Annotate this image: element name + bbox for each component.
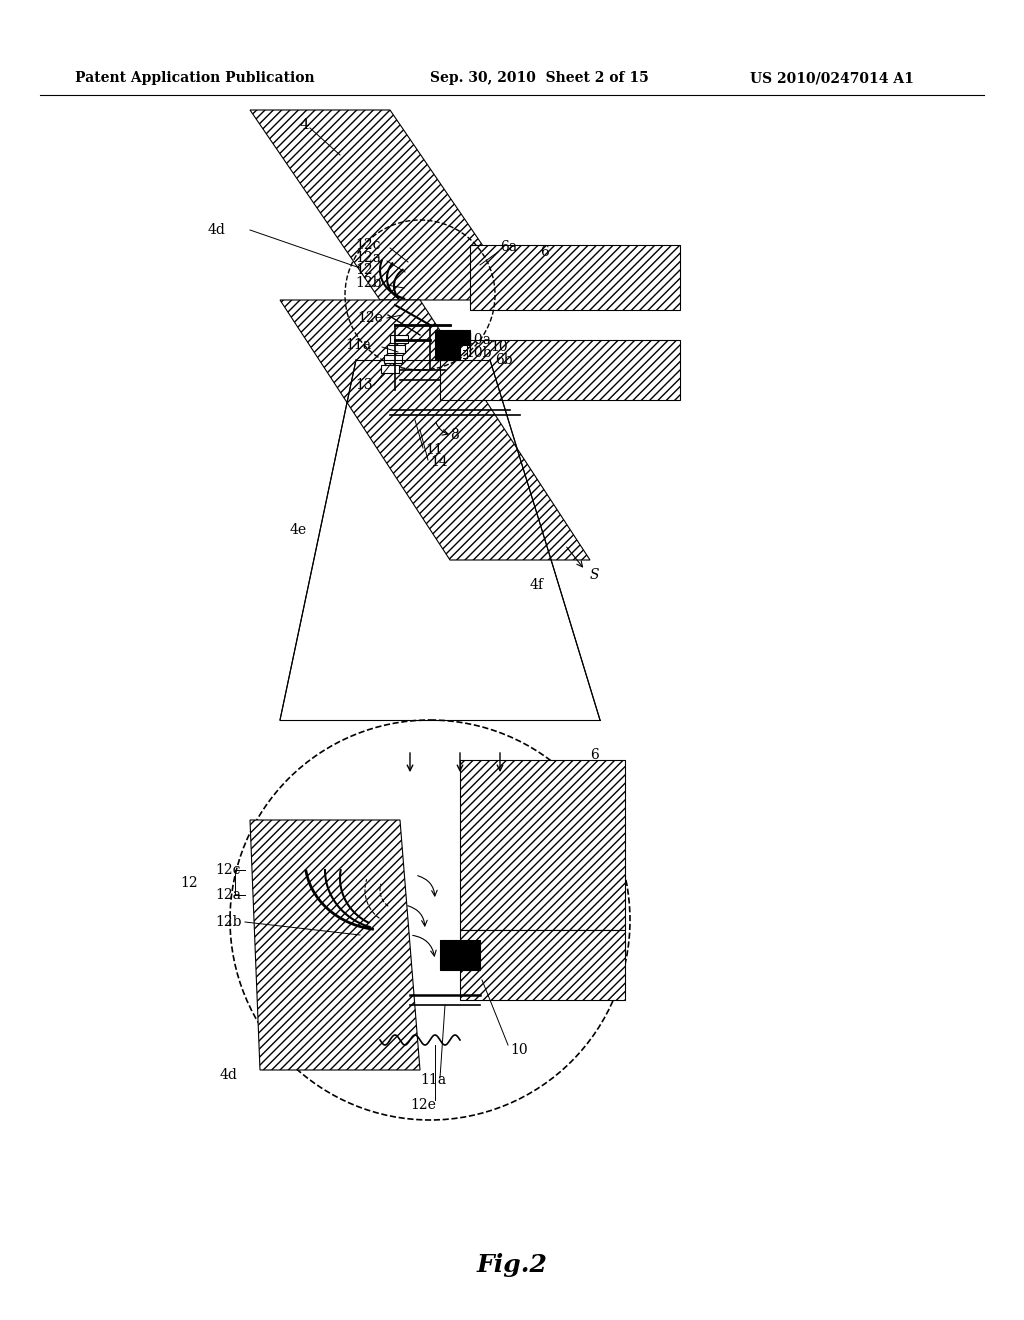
Text: 12a: 12a bbox=[355, 251, 381, 265]
Text: 12a: 12a bbox=[215, 888, 241, 902]
Text: 4d: 4d bbox=[220, 1068, 238, 1082]
Text: 6a: 6a bbox=[500, 240, 517, 253]
Text: 12b: 12b bbox=[355, 276, 382, 290]
Text: 4e: 4e bbox=[290, 523, 307, 537]
Text: 6: 6 bbox=[540, 246, 549, 259]
Polygon shape bbox=[440, 940, 480, 970]
Polygon shape bbox=[435, 345, 460, 360]
Text: 10a: 10a bbox=[465, 333, 490, 347]
Text: 4d: 4d bbox=[208, 223, 226, 238]
Text: 12e: 12e bbox=[410, 1098, 436, 1111]
Text: 4f: 4f bbox=[530, 578, 544, 591]
Text: 4: 4 bbox=[300, 117, 309, 132]
Bar bbox=[384, 355, 402, 363]
Text: US 2010/0247014 A1: US 2010/0247014 A1 bbox=[750, 71, 913, 84]
Text: 10: 10 bbox=[510, 1043, 527, 1057]
Text: 14: 14 bbox=[430, 455, 447, 469]
Polygon shape bbox=[470, 246, 680, 310]
Text: 11: 11 bbox=[425, 444, 442, 457]
Text: 6b: 6b bbox=[495, 352, 513, 367]
Text: Fig.2: Fig.2 bbox=[476, 1253, 548, 1276]
Polygon shape bbox=[250, 110, 520, 300]
Bar bbox=[390, 335, 408, 343]
Text: 12c: 12c bbox=[215, 863, 241, 876]
Bar bbox=[381, 366, 399, 374]
Polygon shape bbox=[435, 330, 470, 345]
Polygon shape bbox=[250, 820, 420, 1071]
Polygon shape bbox=[460, 931, 625, 1001]
Text: 11a: 11a bbox=[345, 338, 371, 352]
Text: S: S bbox=[590, 568, 599, 582]
Polygon shape bbox=[280, 300, 590, 560]
Text: 8: 8 bbox=[450, 428, 459, 442]
Text: 12b: 12b bbox=[215, 915, 242, 929]
Bar bbox=[387, 345, 406, 352]
Text: 11a: 11a bbox=[420, 1073, 446, 1086]
Text: 12: 12 bbox=[180, 876, 198, 890]
Text: 12e: 12e bbox=[357, 312, 383, 325]
Text: 10: 10 bbox=[490, 341, 508, 354]
Text: Patent Application Publication: Patent Application Publication bbox=[75, 71, 314, 84]
Polygon shape bbox=[460, 760, 625, 931]
Text: 12: 12 bbox=[355, 263, 373, 277]
Text: 12c: 12c bbox=[355, 238, 381, 252]
Text: 6: 6 bbox=[590, 748, 599, 762]
Text: Sep. 30, 2010  Sheet 2 of 15: Sep. 30, 2010 Sheet 2 of 15 bbox=[430, 71, 649, 84]
Text: 10b: 10b bbox=[465, 346, 492, 360]
Text: 13: 13 bbox=[355, 378, 373, 392]
Polygon shape bbox=[440, 341, 680, 400]
